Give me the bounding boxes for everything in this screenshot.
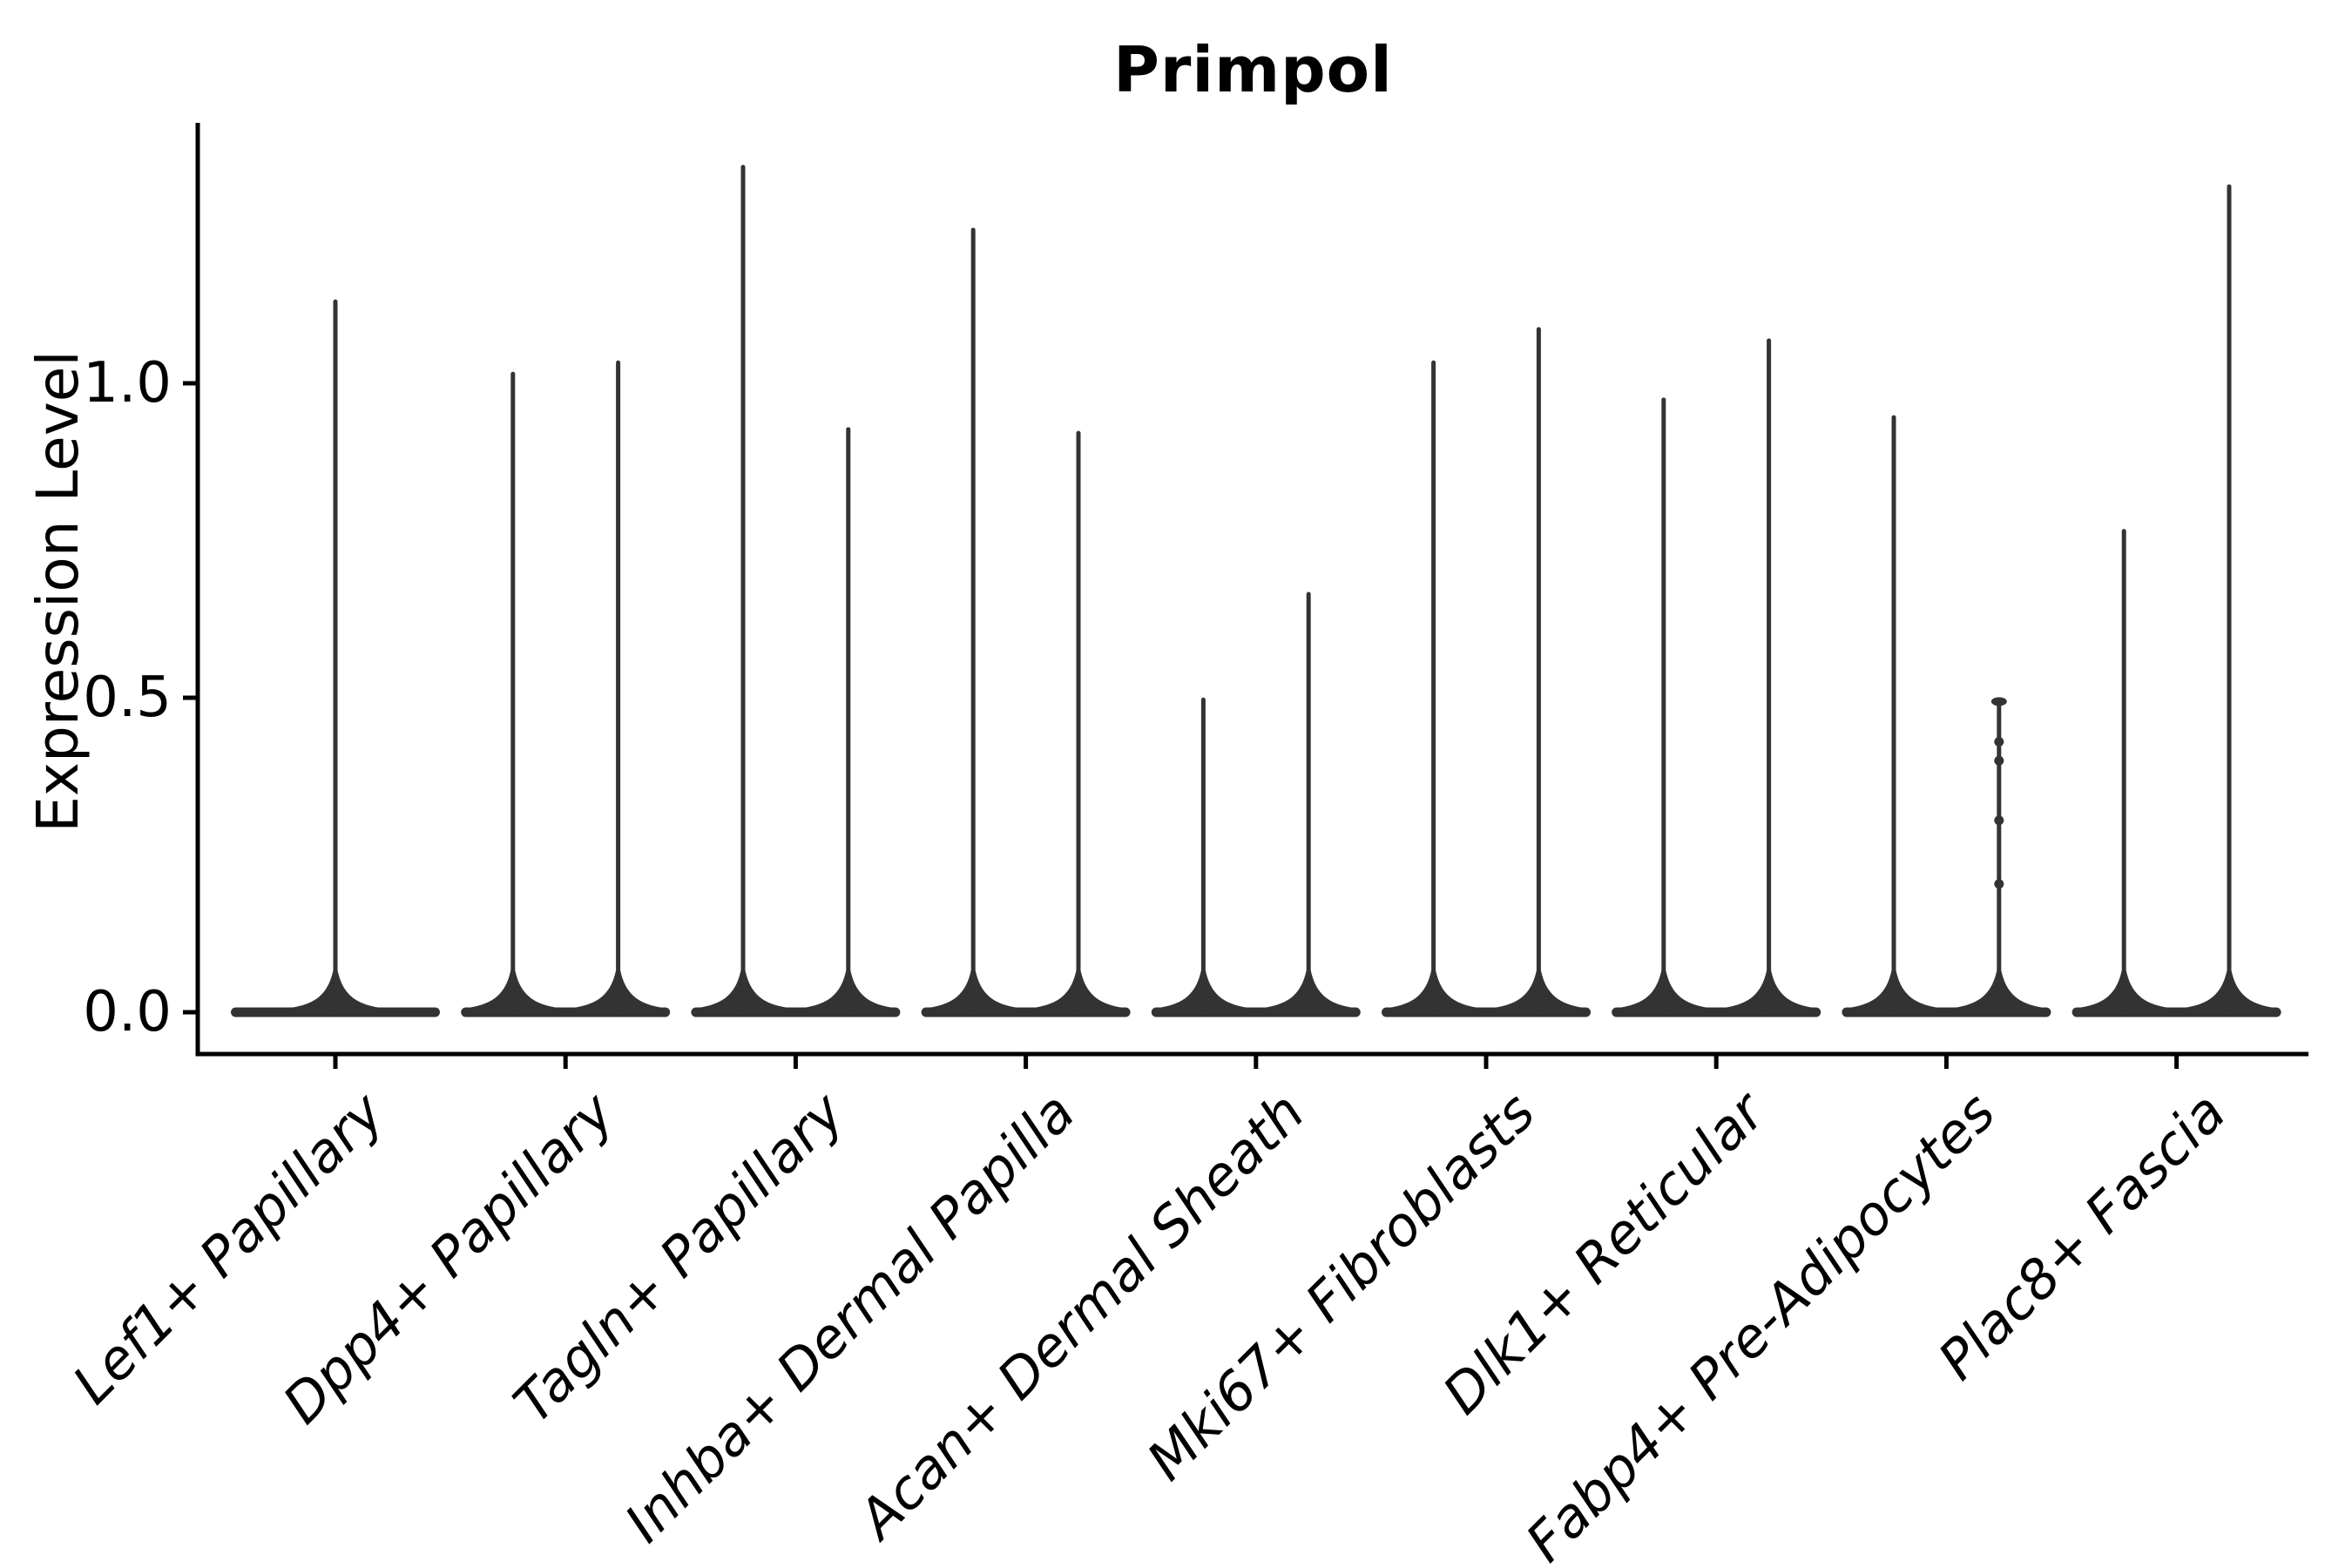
violin-flare bbox=[1388, 970, 1479, 1008]
jitter-point bbox=[1994, 815, 2004, 826]
y-tick-label: 0.0 bbox=[83, 980, 172, 1044]
violin-flare bbox=[698, 970, 788, 1008]
y-tick-label: 0.5 bbox=[83, 666, 172, 730]
violin-flare bbox=[1618, 970, 1709, 1008]
violin-base bbox=[1612, 1007, 1821, 1017]
violin-flare bbox=[1848, 970, 1939, 1008]
violin-base bbox=[2072, 1007, 2281, 1017]
violin-base bbox=[461, 1007, 671, 1017]
violin-base bbox=[1151, 1007, 1361, 1017]
violin-flare bbox=[290, 970, 381, 1008]
violin-flare bbox=[1723, 970, 1815, 1008]
violin-flare bbox=[1033, 970, 1124, 1008]
violin-base bbox=[1842, 1007, 2051, 1017]
jitter-point bbox=[1994, 755, 2004, 766]
violin-base bbox=[1382, 1007, 1591, 1017]
y-axis-label: Expression Level bbox=[24, 350, 91, 833]
violin-flare bbox=[467, 970, 558, 1008]
violin-flare bbox=[2078, 970, 2170, 1008]
jitter-point bbox=[1994, 879, 2004, 889]
violin-base bbox=[921, 1007, 1131, 1017]
violin-flare bbox=[1263, 970, 1355, 1008]
jitter-point bbox=[1994, 737, 2004, 747]
violin-flare bbox=[928, 970, 1019, 1008]
violin-flare bbox=[1158, 970, 1249, 1008]
violin-flare bbox=[802, 970, 894, 1008]
violin-flare bbox=[572, 970, 664, 1008]
spike-top-cap bbox=[1990, 697, 2007, 706]
chart-title: Primpol bbox=[1113, 33, 1393, 106]
violin-flare bbox=[2184, 970, 2274, 1008]
violin-flare bbox=[1493, 970, 1585, 1008]
violin-flare bbox=[1953, 970, 2044, 1008]
violin-base bbox=[691, 1007, 901, 1017]
violin-base bbox=[231, 1007, 440, 1017]
y-tick-label: 1.0 bbox=[83, 351, 172, 416]
